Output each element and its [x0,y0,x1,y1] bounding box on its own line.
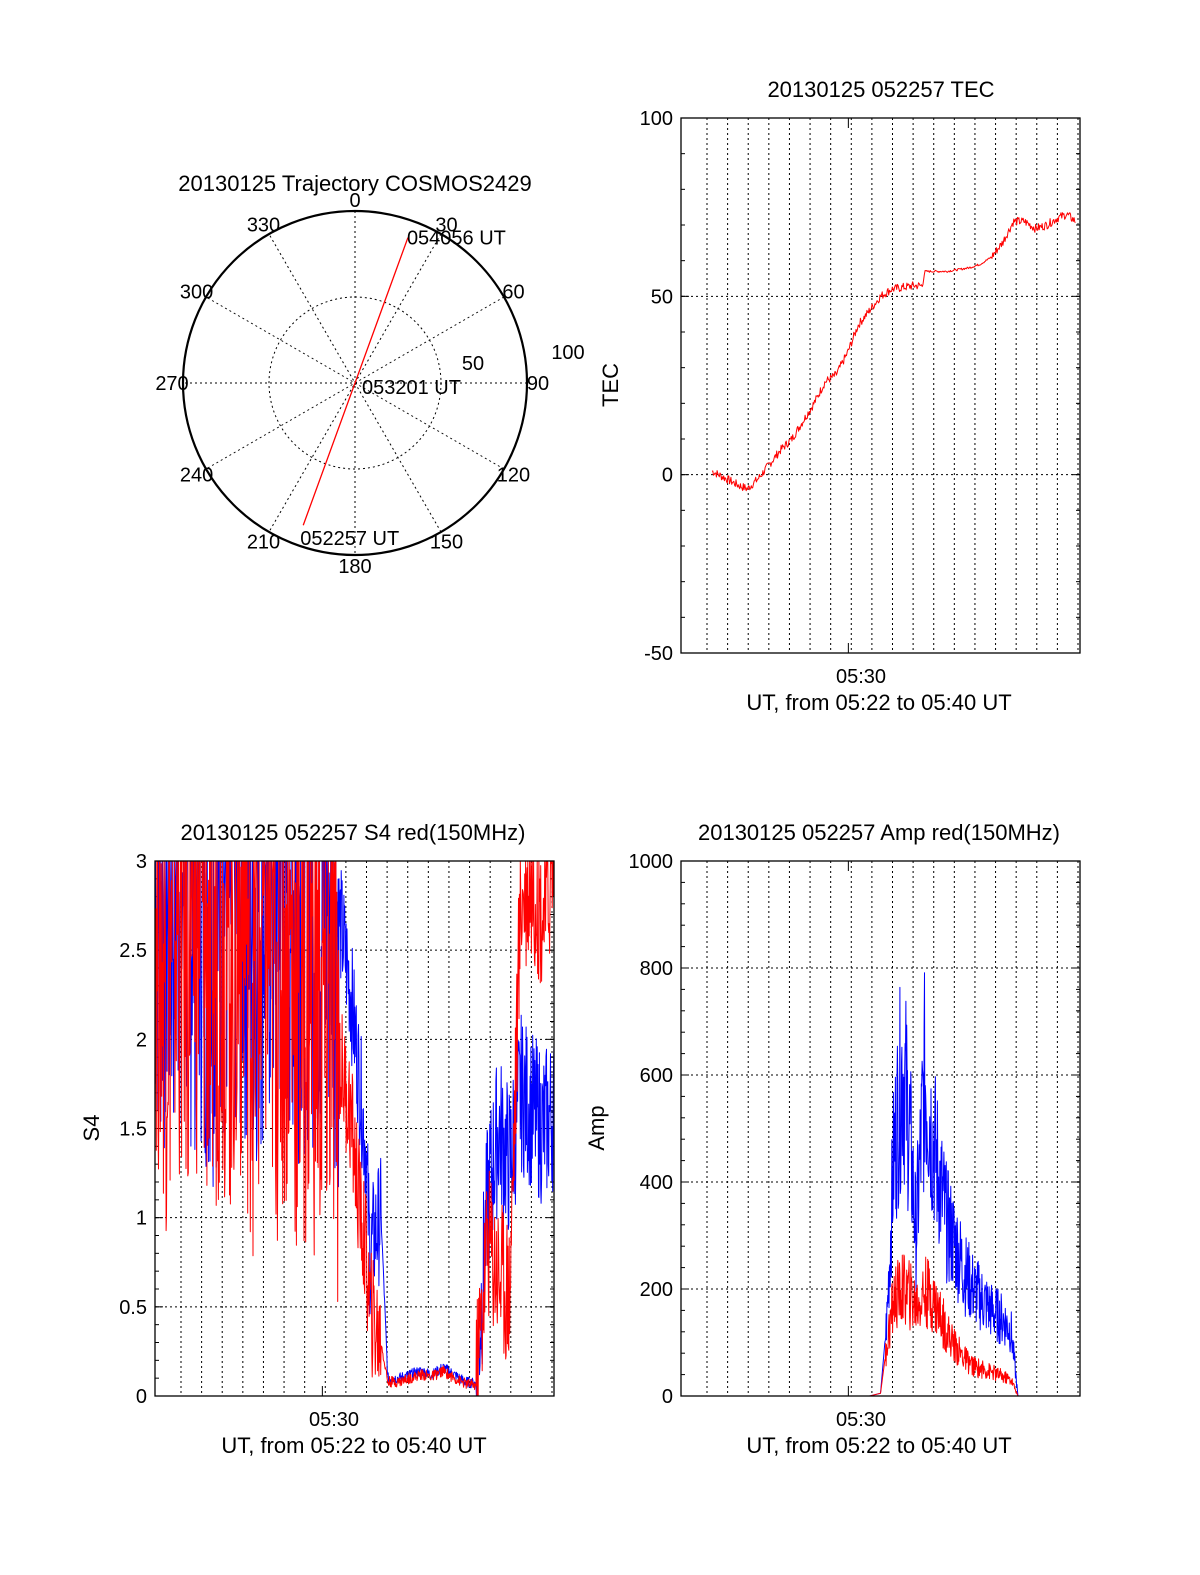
s4-chart: 20130125 052257 S4 red(150MHz) S4 05:30 … [79,820,555,1458]
trajectory-start-label: 052257 UT [300,528,399,550]
y-tick-label: 400 [640,1172,673,1194]
y-tick-label: 0 [662,465,673,487]
series-line-red [154,860,555,1397]
amp-y-axis-label: Amp [584,1105,609,1150]
y-tick-label: 2 [136,1029,147,1051]
tec-x-tick-label: 05:30 [836,666,886,688]
polar-angle-label: 300 [180,282,213,304]
s4-chart-title: 20130125 052257 S4 red(150MHz) [181,820,526,845]
y-tick-label: 100 [640,108,673,130]
polar-angle-label: 90 [527,373,549,395]
s4-y-axis-label: S4 [79,1115,104,1142]
y-tick-label: 0.5 [119,1297,147,1319]
polar-angle-label: 240 [180,465,213,487]
amp-x-axis-label: UT, from 05:22 to 05:40 UT [746,1433,1011,1458]
polar-angle-label: 270 [155,373,188,395]
plot-frame [680,117,1081,654]
y-tick-label: 800 [640,958,673,980]
series-line-red [711,1254,1076,1397]
polar-angle-label: 210 [247,531,280,553]
amp-x-tick-label: 05:30 [836,1409,886,1431]
series-line-blue [711,972,1076,1397]
y-tick-label: 600 [640,1065,673,1087]
y-tick-label: 2.5 [119,940,147,962]
tec-chart-title: 20130125 052257 TEC [767,77,994,102]
plot-frame [680,860,1081,1397]
polar-angle-label: 120 [497,465,530,487]
y-tick-label: 1000 [629,851,674,873]
y-tick-label: 0 [136,1386,147,1408]
y-tick-label: 1.5 [119,1119,147,1141]
y-tick-label: -50 [644,643,673,665]
polar-radial-label: 100 [551,342,584,364]
y-tick-label: 0 [662,1386,673,1408]
s4-x-tick-label: 05:30 [309,1409,359,1431]
polar-angle-label: 150 [430,531,463,553]
series-line-red [711,212,1076,492]
polar-trajectory-chart: 20130125 Trajectory COSMOS2429 0 30 60 90 12… [155,171,584,578]
polar-chart-title: 20130125 Trajectory COSMOS2429 [178,171,531,196]
y-tick-label: 50 [651,286,673,308]
y-tick-label: 1 [136,1208,147,1230]
y-tick-label: 200 [640,1279,673,1301]
amp-chart: 20130125 052257 Amp red(150MHz) Amp 05:3… [584,820,1081,1458]
polar-radial-label: 50 [462,353,484,375]
polar-angle-label: 330 [247,215,280,237]
tec-x-axis-label: UT, from 05:22 to 05:40 UT [746,690,1011,715]
tec-chart: 20130125 052257 TEC TEC 05:30 UT, from 0… [598,77,1081,715]
polar-angle-label: 60 [502,282,524,304]
amp-chart-title: 20130125 052257 Amp red(150MHz) [698,820,1060,845]
s4-x-axis-label: UT, from 05:22 to 05:40 UT [221,1433,486,1458]
trajectory-middle-label: 053201 UT [362,377,461,399]
plot-frame [154,860,555,1397]
trajectory-line [302,237,409,526]
y-tick-label: 3 [136,851,147,873]
polar-angle-label: 30 [435,215,457,237]
polar-angle-label: 0 [349,190,360,212]
trajectory-end-label: 054056 UT [407,228,506,250]
polar-angle-label: 180 [338,556,371,578]
tec-y-axis-label: TEC [598,363,623,407]
